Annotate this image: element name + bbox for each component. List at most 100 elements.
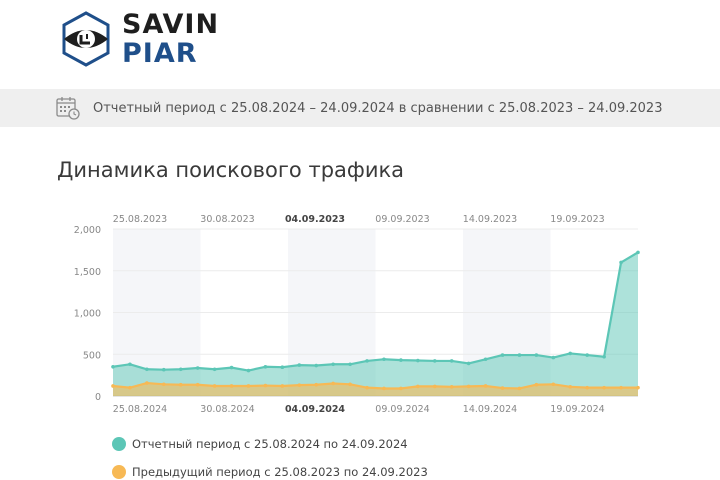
calendar-clock-icon [56, 97, 80, 120]
current-series-point[interactable] [263, 364, 268, 369]
current-series-point[interactable] [314, 363, 319, 368]
current-series-point[interactable] [432, 359, 437, 363]
previous-series-point[interactable] [111, 384, 115, 388]
current-series-point[interactable] [212, 367, 217, 372]
current-series-point[interactable] [178, 367, 183, 372]
current-series-point[interactable] [229, 365, 234, 370]
y-axis-label: 0 [95, 392, 101, 403]
bottom-axis-label: 25.08.2024 [113, 404, 167, 415]
current-series-point[interactable] [195, 366, 200, 370]
current-series-point[interactable] [348, 362, 352, 367]
current-series-area [113, 252, 638, 396]
y-axis-label: 500 [83, 350, 101, 361]
top-axis-label: 14.09.2023 [463, 214, 517, 225]
current-series-point[interactable] [602, 354, 606, 359]
search-traffic-chart[interactable]: 0 500 1,000 1,500 2,000 25.08.2023 25.08.2024 3… [0, 200, 720, 425]
current-series-point[interactable] [145, 367, 149, 372]
previous-series-point[interactable] [263, 383, 268, 388]
current-series-point[interactable] [162, 367, 166, 372]
previous-series-point[interactable] [551, 382, 556, 387]
top-axis-label: 04.09.2023 [285, 214, 345, 225]
previous-series-point[interactable] [382, 386, 386, 391]
current-series-point[interactable] [568, 351, 573, 356]
previous-series-point[interactable] [246, 384, 251, 388]
legend-label-current: Отчетный период с 25.08.2024 по 24.09.20… [132, 437, 408, 451]
current-series-point[interactable] [551, 355, 556, 360]
previous-series-point[interactable] [602, 385, 606, 390]
report-period-text: Отчетный период с 25.08.2024 – 24.09.202… [93, 100, 663, 116]
previous-series-point[interactable] [585, 385, 589, 390]
previous-series-point[interactable] [416, 384, 420, 389]
previous-series-point[interactable] [466, 384, 471, 389]
y-axis-label: 1,000 [74, 309, 101, 320]
bottom-axis-label: 04.09.2024 [285, 404, 345, 415]
logo-wordmark-line1: SAVIN [122, 9, 220, 40]
current-series-point[interactable] [280, 365, 285, 369]
legend-dot-current-icon [112, 437, 126, 451]
top-axis-label: 09.09.2023 [375, 214, 429, 225]
current-series-point[interactable] [416, 358, 420, 363]
previous-series-point[interactable] [331, 381, 335, 386]
y-axis-label: 2,000 [74, 225, 101, 236]
previous-series-point[interactable] [517, 386, 522, 391]
y-axis-label: 1,500 [74, 267, 101, 278]
current-series-point[interactable] [466, 361, 471, 366]
top-axis-label: 30.08.2023 [200, 214, 254, 225]
current-series-point[interactable] [382, 357, 386, 362]
previous-series-point[interactable] [365, 385, 369, 390]
current-series-point[interactable] [534, 353, 539, 357]
previous-series-point[interactable] [145, 381, 149, 385]
previous-series-point[interactable] [348, 382, 352, 387]
current-series-point[interactable] [517, 353, 522, 357]
current-series-point[interactable] [297, 363, 302, 367]
previous-series-point[interactable] [280, 384, 285, 388]
logo[interactable]: SAVIN PIAR [60, 8, 220, 70]
previous-series-point[interactable] [314, 382, 319, 387]
legend-item-current[interactable]: Отчетный период с 25.08.2024 по 24.09.20… [112, 430, 428, 458]
previous-series-point[interactable] [212, 384, 217, 388]
current-series-point[interactable] [619, 260, 623, 265]
previous-series-point[interactable] [399, 386, 403, 391]
previous-series-line [112, 381, 638, 390]
bottom-axis-label: 09.09.2024 [375, 404, 429, 415]
previous-series-point[interactable] [432, 384, 437, 389]
legend-dot-previous-icon [112, 465, 126, 479]
bottom-axis-label: 14.09.2024 [463, 404, 517, 415]
previous-series-point[interactable] [229, 384, 234, 388]
current-series-point[interactable] [365, 359, 369, 363]
legend-item-previous[interactable]: Предыдущий период с 25.08.2023 по 24.09.… [112, 458, 428, 480]
current-series-point[interactable] [500, 353, 505, 357]
previous-series-point[interactable] [619, 385, 623, 390]
previous-series-point[interactable] [128, 385, 132, 390]
bottom-axis-label: 30.08.2024 [200, 404, 254, 415]
top-axis-label: 19.09.2023 [550, 214, 604, 225]
previous-series-point[interactable] [449, 385, 454, 389]
previous-series-point[interactable] [297, 383, 302, 387]
logo-wordmark-line2: PIAR [122, 38, 198, 69]
current-series-point[interactable] [399, 358, 403, 362]
current-series-point[interactable] [331, 362, 335, 367]
current-series-line [112, 251, 639, 372]
current-series-point[interactable] [585, 353, 589, 357]
current-series-point[interactable] [483, 357, 488, 362]
report-period-bar: Отчетный период с 25.08.2024 – 24.09.202… [0, 89, 720, 127]
current-series-point[interactable] [111, 364, 115, 369]
previous-series-point[interactable] [162, 382, 166, 387]
section-title: Динамика поискового трафика [57, 158, 405, 182]
previous-series-point[interactable] [636, 385, 640, 390]
previous-series-point[interactable] [534, 382, 539, 387]
top-axis-label: 25.08.2023 [113, 214, 167, 225]
previous-series-point[interactable] [195, 382, 200, 387]
previous-series-point[interactable] [568, 385, 573, 389]
legend-label-previous: Предыдущий период с 25.08.2023 по 24.09.… [132, 465, 428, 479]
chart-legend: Отчетный период с 25.08.2024 по 24.09.20… [112, 430, 428, 480]
current-series-point[interactable] [128, 362, 132, 367]
previous-series-point[interactable] [500, 386, 505, 390]
bottom-axis-label: 19.09.2024 [550, 404, 604, 415]
current-series-point[interactable] [246, 368, 251, 373]
previous-series-point[interactable] [178, 382, 183, 387]
hexagon-eye-icon [62, 11, 110, 67]
current-series-point[interactable] [636, 250, 640, 255]
previous-series-point[interactable] [483, 384, 488, 388]
current-series-point[interactable] [449, 359, 454, 363]
